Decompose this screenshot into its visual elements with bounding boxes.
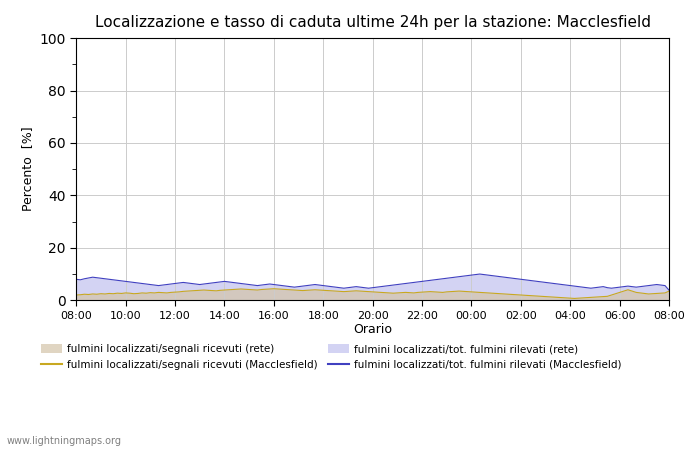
Legend: fulmini localizzati/segnali ricevuti (rete), fulmini localizzati/segnali ricevut: fulmini localizzati/segnali ricevuti (re… (36, 340, 626, 374)
Y-axis label: Percento  [%]: Percento [%] (21, 127, 34, 212)
Title: Localizzazione e tasso di caduta ultime 24h per la stazione: Macclesfield: Localizzazione e tasso di caduta ultime … (94, 15, 651, 30)
X-axis label: Orario: Orario (354, 324, 392, 337)
Text: www.lightningmaps.org: www.lightningmaps.org (7, 436, 122, 446)
